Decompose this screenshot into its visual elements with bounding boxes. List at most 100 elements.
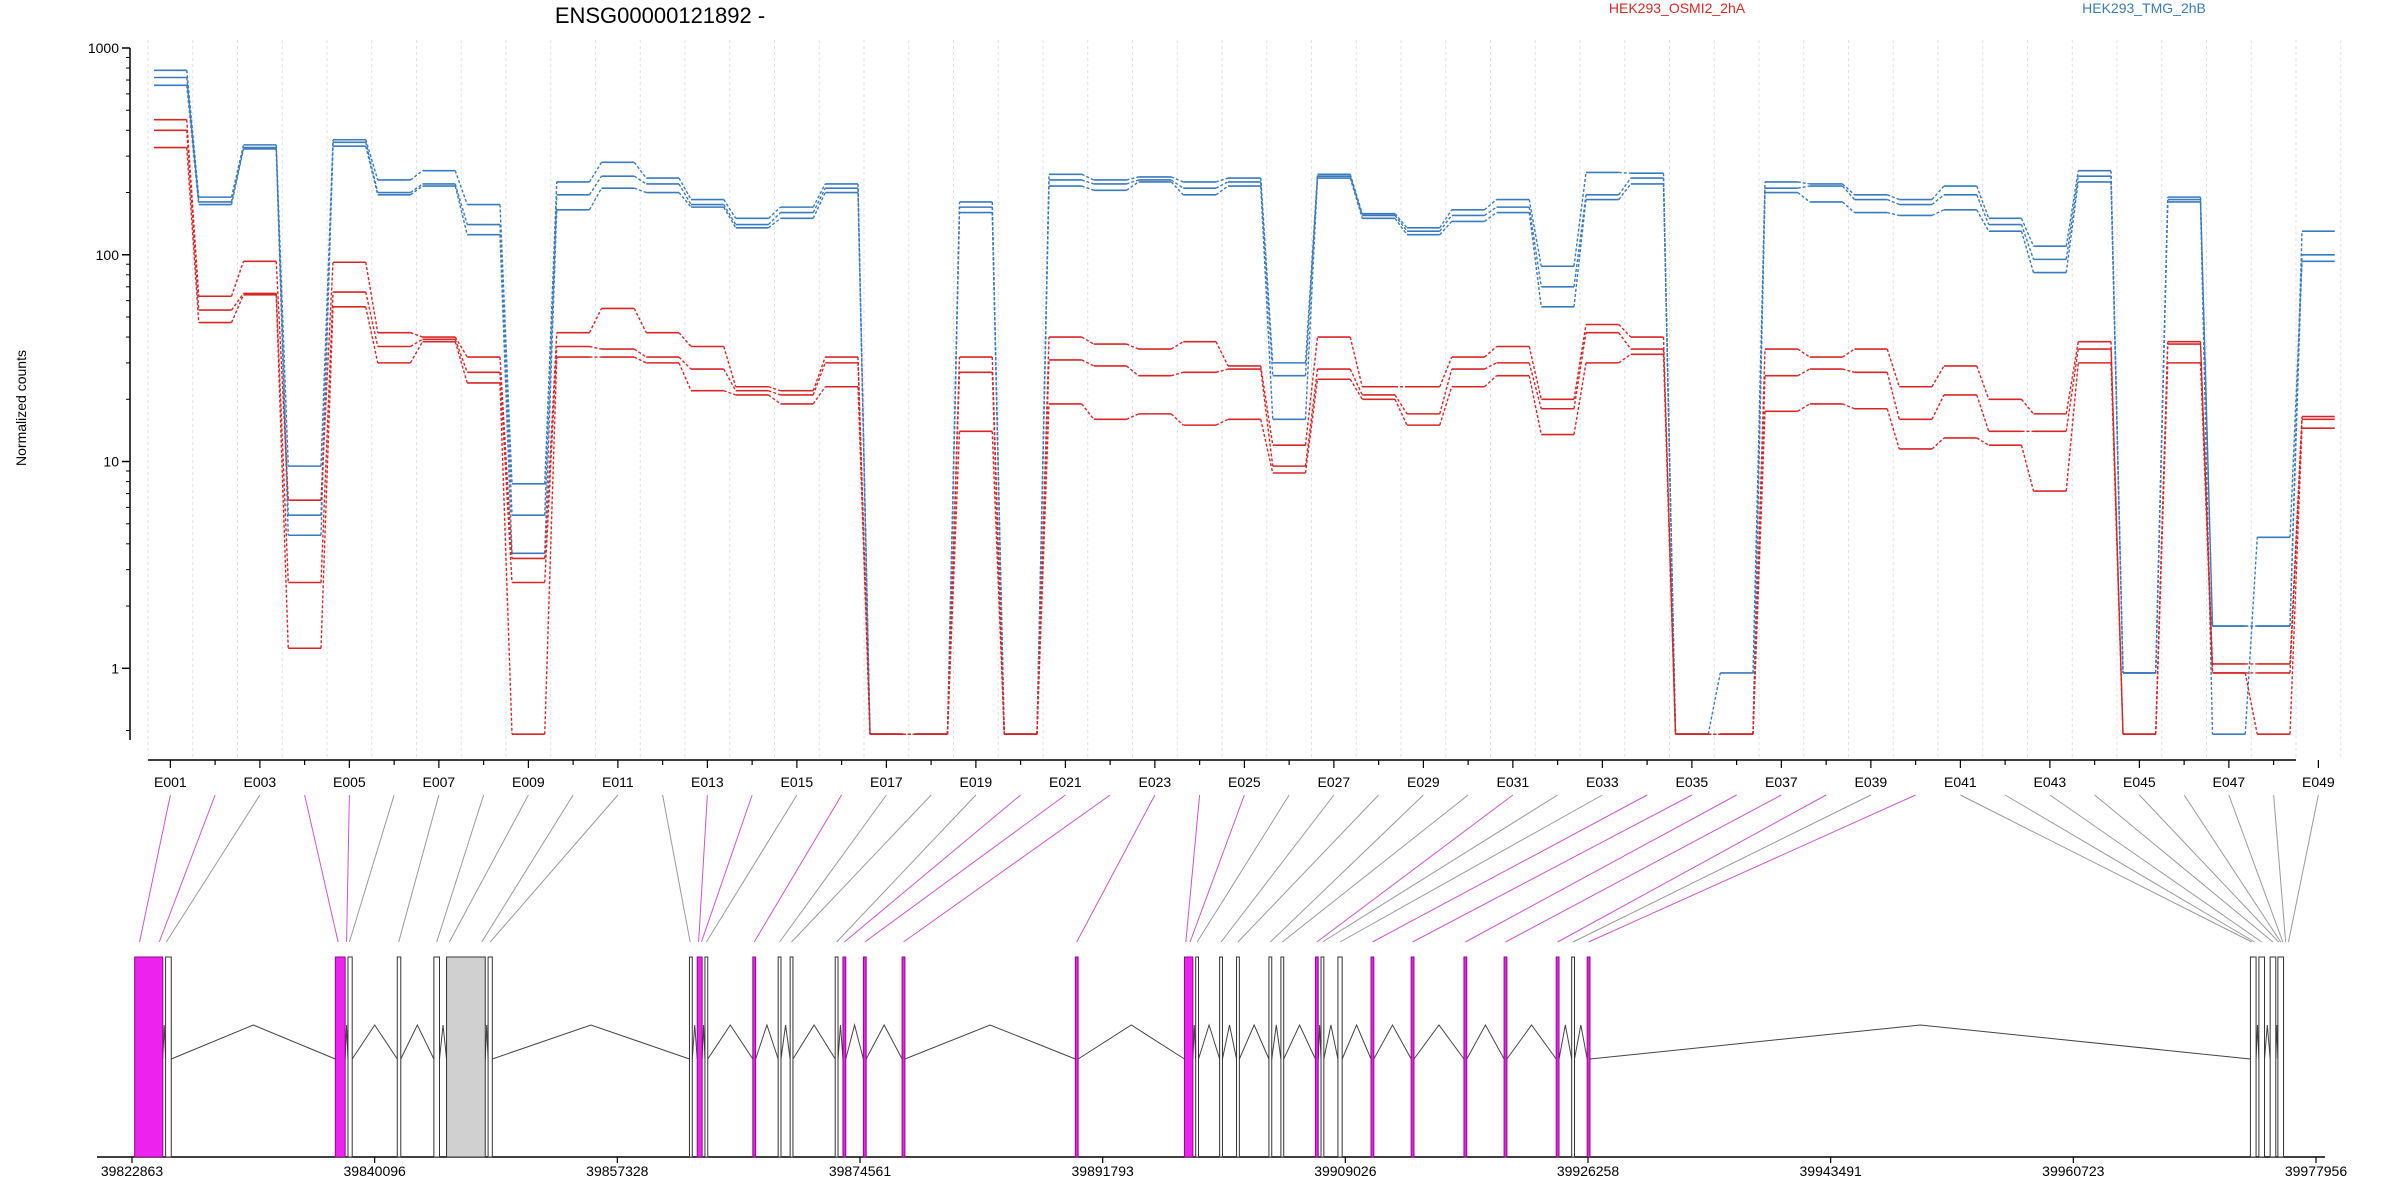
exon-connector <box>2004 794 2255 943</box>
series-step <box>723 206 737 229</box>
genome-tick-label: 39943491 <box>1800 1163 1863 1179</box>
x-tick-label: E033 <box>1586 774 1619 790</box>
series-step <box>365 262 379 333</box>
series-step <box>812 187 826 213</box>
genome-tick-label: 39891793 <box>1072 1163 1135 1179</box>
x-tick-label: E031 <box>1497 774 1530 790</box>
x-tick-label: E013 <box>691 774 724 790</box>
intron-line <box>1589 1024 2251 1060</box>
series-step <box>1081 185 1094 191</box>
series-step <box>1215 181 1229 189</box>
intron-line <box>2264 1024 2271 1060</box>
series-step <box>768 212 781 226</box>
series-step <box>723 368 737 392</box>
series-step <box>1931 185 1945 200</box>
intron-line <box>1238 1023 1270 1060</box>
exon-box <box>1410 956 1415 1158</box>
intron-line <box>1413 1024 1465 1060</box>
genome-tick-label: 39909026 <box>1314 1163 1377 1179</box>
series-step <box>230 261 245 297</box>
series-step <box>723 199 737 219</box>
series-step <box>1976 194 1990 225</box>
series-step <box>588 161 603 183</box>
series-step <box>454 339 468 373</box>
series-step <box>1081 179 1094 185</box>
series-step <box>1528 212 1542 307</box>
exon-box <box>134 956 164 1158</box>
x-tick-label: E039 <box>1855 774 1888 790</box>
series-step <box>365 146 379 195</box>
series-step <box>1886 194 1900 201</box>
series-step <box>1573 199 1587 307</box>
exon-box <box>688 956 693 1158</box>
exon-connector <box>2183 794 2282 943</box>
x-tick-label: E009 <box>512 774 545 790</box>
x-tick-label: E021 <box>1049 774 1082 790</box>
exon-box <box>1337 956 1343 1158</box>
exon-connector <box>2228 794 2284 943</box>
exon-box <box>1503 956 1508 1158</box>
genome-tick-label: 39874561 <box>829 1163 892 1179</box>
series-step <box>1976 437 1990 446</box>
series-step <box>1126 365 1139 377</box>
x-tick-label: E027 <box>1318 774 1351 790</box>
exon-connector <box>1588 794 1916 943</box>
series-step <box>1573 324 1587 400</box>
series-step <box>768 206 781 219</box>
series-step <box>633 175 647 185</box>
x-ticks: E001 E003 E005 E007 E009 E011 E013 E015 E017 E019… <box>154 760 2335 790</box>
series-step <box>1662 354 1677 735</box>
series-step <box>1618 324 1632 338</box>
exon-box <box>2258 956 2266 1158</box>
exon-box <box>2249 956 2257 1158</box>
series-step <box>1215 185 1229 196</box>
exon-box <box>1280 956 1285 1158</box>
series-step <box>2065 170 2079 247</box>
exon-box <box>1463 956 1468 1158</box>
exon-connector <box>398 794 440 943</box>
series-step <box>1886 372 1900 420</box>
series-step <box>588 187 603 211</box>
series-line <box>154 129 2335 736</box>
series-line <box>154 76 2335 736</box>
series-step <box>1752 181 1766 673</box>
legend-label-tmg: HEK293_TMG_2hB <box>2082 0 2206 16</box>
exon-connector <box>2049 794 2262 943</box>
intron-line <box>492 1024 690 1060</box>
exon-box <box>1195 956 1200 1158</box>
exon-connector <box>448 794 529 943</box>
exon-connector <box>2094 794 2274 943</box>
exon-box <box>334 956 346 1158</box>
series-step <box>1931 365 1945 388</box>
exon-connector <box>903 794 1111 943</box>
exon-connector <box>1372 794 1648 943</box>
exon-connector <box>662 794 691 943</box>
series-step <box>1260 368 1274 467</box>
exon-box <box>1183 956 1194 1158</box>
intron-line <box>1373 1023 1412 1060</box>
exon-connector <box>1076 794 1156 943</box>
series-step <box>1170 176 1184 183</box>
exon-connector <box>1465 794 1737 943</box>
exon-box <box>696 956 703 1158</box>
series-step <box>2289 428 2303 735</box>
intron-line <box>1221 1024 1238 1060</box>
series-step <box>1260 181 1274 376</box>
series-step <box>1707 672 1721 735</box>
gene-model <box>134 956 2285 1158</box>
exon-box <box>777 956 782 1158</box>
series-step <box>186 119 200 297</box>
series-step <box>1484 198 1497 211</box>
series-line <box>154 69 2335 736</box>
series-step <box>1260 365 1274 446</box>
series-step <box>275 148 289 536</box>
series-step <box>633 348 647 358</box>
series-step <box>1618 353 1632 364</box>
series-step <box>1215 368 1229 374</box>
y-tick-label: 1000 <box>88 40 119 56</box>
series-step <box>1976 394 1990 432</box>
exon-connector <box>1281 794 1469 943</box>
series-line <box>154 146 2335 736</box>
series-step <box>1886 348 1900 387</box>
series-step <box>544 332 558 559</box>
